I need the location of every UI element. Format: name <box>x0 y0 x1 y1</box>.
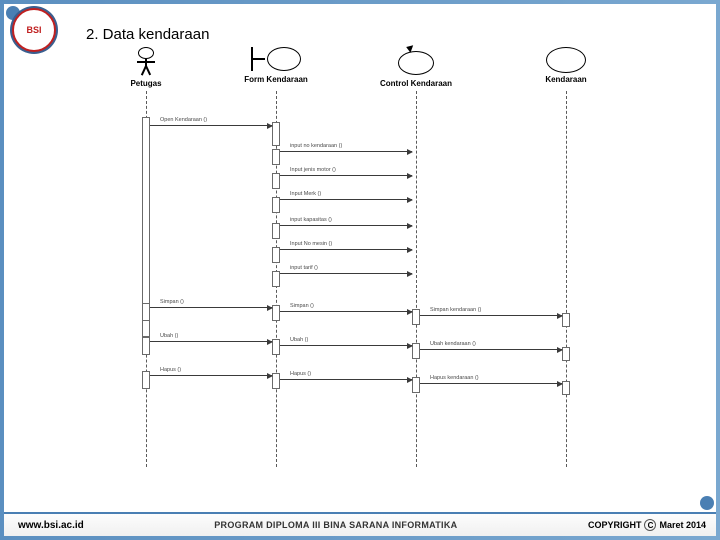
message-arrow <box>420 383 562 384</box>
message-label: Simpan () <box>160 299 184 305</box>
copyright-date: Maret 2014 <box>659 520 706 530</box>
message-label: input tarif () <box>290 265 318 271</box>
message-label: Open Kendaraan () <box>160 117 207 123</box>
message-label: Ubah () <box>290 337 308 343</box>
message-label: Simpan kendaraan () <box>430 307 481 313</box>
message-label: Simpan () <box>290 303 314 309</box>
lifeline-label: Petugas <box>106 79 186 88</box>
activation-bar <box>142 303 150 321</box>
slide-footer: www.bsi.ac.id PROGRAM DIPLOMA III BINA S… <box>4 512 716 536</box>
message-label: input kapasitas () <box>290 217 332 223</box>
activation-bar <box>562 347 570 361</box>
message-arrow <box>280 311 412 312</box>
activation-bar <box>272 223 280 239</box>
page-title: 2. Data kendaraan <box>86 26 690 43</box>
message-arrow <box>280 225 412 226</box>
lifeline-label: Kendaraan <box>526 75 606 84</box>
bsi-logo-text: BSI <box>26 25 41 35</box>
message-arrow <box>280 151 412 152</box>
activation-bar <box>562 381 570 395</box>
message-arrow <box>150 307 272 308</box>
copyright-icon: C <box>644 519 656 531</box>
message-label: Input jenis motor () <box>290 167 336 173</box>
activation-bar <box>272 149 280 165</box>
message-arrow <box>150 341 272 342</box>
activation-bar <box>142 337 150 355</box>
message-arrow <box>280 273 412 274</box>
message-arrow <box>280 175 412 176</box>
sequence-diagram: Petugas Form Kendaraan Control Kendaraan Ke… <box>86 47 646 467</box>
control-icon <box>397 47 435 77</box>
lifeline-head-petugas: Petugas <box>106 47 186 88</box>
activation-bar <box>272 122 280 146</box>
message-arrow <box>420 315 562 316</box>
activation-bar <box>272 305 280 321</box>
corner-decoration-br <box>700 496 714 510</box>
lifeline-label: Form Kendaraan <box>236 75 316 84</box>
copyright-label: COPYRIGHT <box>588 520 642 530</box>
lifeline-head-form: Form Kendaraan <box>236 47 316 84</box>
activation-bar <box>142 371 150 389</box>
message-label: Input Merk () <box>290 191 321 197</box>
message-label: input no kendaraan () <box>290 143 342 149</box>
message-arrow <box>280 199 412 200</box>
message-arrow <box>280 345 412 346</box>
lifeline-head-entity: Kendaraan <box>526 47 606 84</box>
slide-content: 2. Data kendaraan Petugas Form Kendaraan C… <box>78 20 690 500</box>
message-arrow <box>280 249 412 250</box>
bsi-logo: BSI <box>12 8 56 52</box>
lifeline-head-control: Control Kendaraan <box>376 47 456 88</box>
entity-icon <box>546 47 586 73</box>
lifeline-control <box>416 91 417 467</box>
message-arrow <box>150 375 272 376</box>
activation-bar <box>272 373 280 389</box>
message-label: Input No mesin () <box>290 241 332 247</box>
lifeline-label: Control Kendaraan <box>376 79 456 88</box>
activation-bar <box>562 313 570 327</box>
activation-bar <box>412 377 420 393</box>
message-label: Ubah () <box>160 333 178 339</box>
message-label: Hapus () <box>160 367 181 373</box>
activation-bar <box>272 197 280 213</box>
message-arrow <box>150 125 272 126</box>
activation-bar <box>272 173 280 189</box>
footer-copyright: COPYRIGHT C Maret 2014 <box>588 519 706 531</box>
footer-url: www.bsi.ac.id <box>18 520 84 531</box>
message-label: Hapus kendaraan () <box>430 375 479 381</box>
message-label: Ubah kendaraan () <box>430 341 476 347</box>
activation-bar <box>272 271 280 287</box>
message-label: Hapus () <box>290 371 311 377</box>
activation-bar <box>412 309 420 325</box>
lifeline-entity <box>566 91 567 467</box>
activation-bar <box>412 343 420 359</box>
message-arrow <box>420 349 562 350</box>
footer-program: PROGRAM DIPLOMA III BINA SARANA INFORMAT… <box>84 520 588 530</box>
activation-bar <box>272 247 280 263</box>
message-arrow <box>280 379 412 380</box>
boundary-icon <box>251 47 301 73</box>
activation-bar <box>272 339 280 355</box>
actor-icon <box>135 47 157 77</box>
